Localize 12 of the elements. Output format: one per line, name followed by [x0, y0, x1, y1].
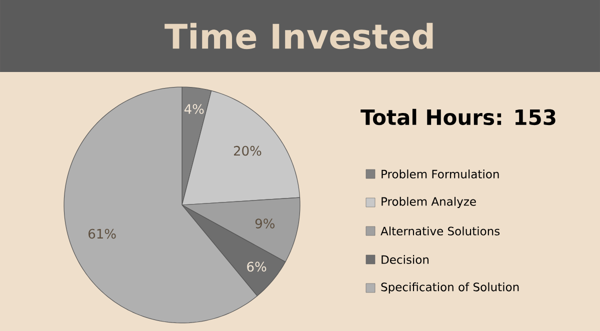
legend-label: Problem Formulation [382, 170, 499, 178]
legend-label: Alternative Solutions [380, 226, 500, 236]
legend-label: Decision [382, 255, 429, 264]
data-label: 9% [255, 218, 275, 228]
chart-title: Time Invested [164, 22, 433, 50]
legend-label: Problem Analyze [382, 196, 476, 208]
data-label: 61% [88, 228, 116, 239]
text: Total Hours: 153 [360, 108, 556, 126]
data-label: 6% [247, 262, 266, 272]
legend-label: Specification of Solution [381, 282, 519, 294]
data-label: 4% [184, 104, 204, 114]
data-label: 20% [234, 146, 262, 156]
